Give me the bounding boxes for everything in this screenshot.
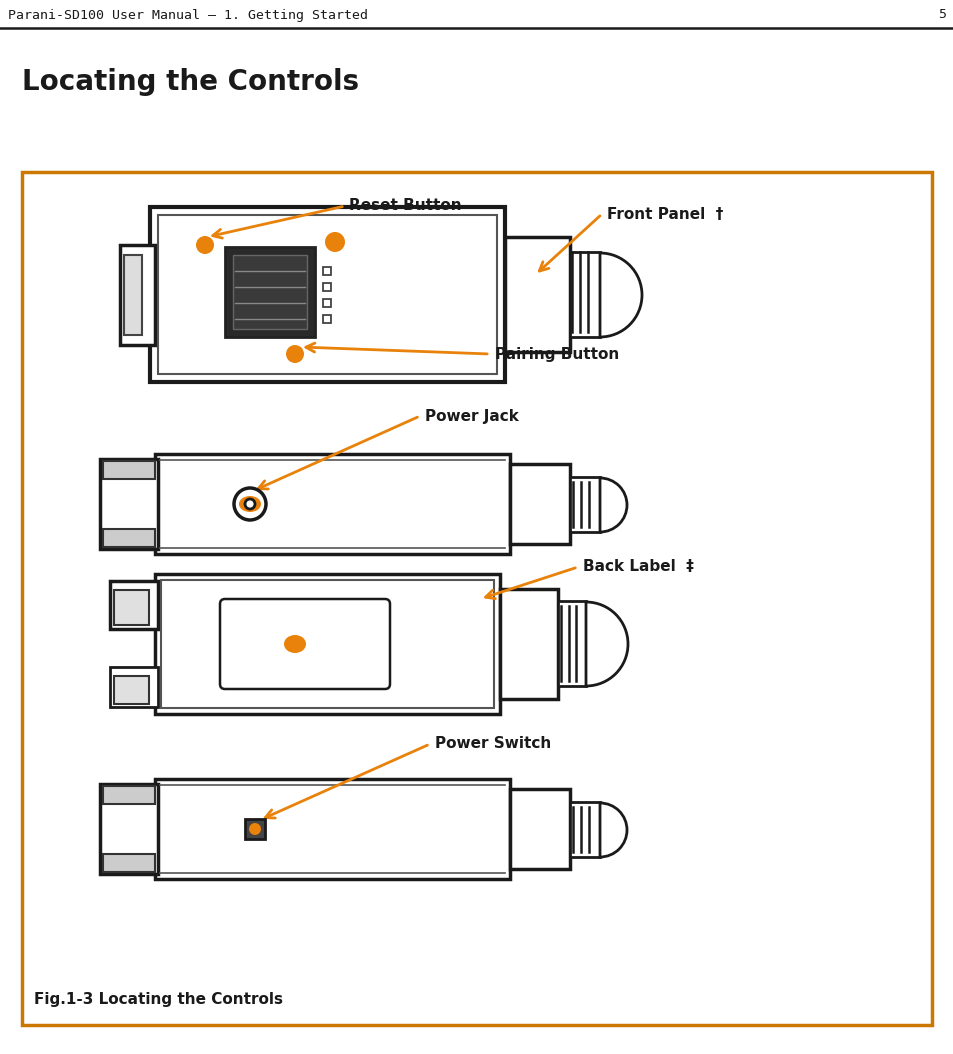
Bar bbox=[113, 590, 149, 625]
FancyBboxPatch shape bbox=[220, 599, 390, 689]
Wedge shape bbox=[585, 602, 627, 686]
Bar bbox=[245, 819, 265, 839]
Bar bbox=[510, 789, 569, 868]
Bar bbox=[499, 589, 558, 699]
Text: Front Panel  †: Front Panel † bbox=[606, 207, 722, 221]
Bar bbox=[158, 215, 497, 374]
Bar bbox=[110, 581, 158, 629]
Text: 5: 5 bbox=[937, 8, 945, 21]
Bar bbox=[569, 802, 599, 857]
Bar bbox=[154, 574, 499, 714]
Bar bbox=[103, 786, 154, 804]
Bar bbox=[150, 207, 504, 382]
Wedge shape bbox=[599, 479, 626, 532]
Bar bbox=[323, 299, 331, 307]
Bar bbox=[124, 255, 142, 335]
Bar bbox=[161, 580, 494, 708]
Bar bbox=[103, 461, 154, 479]
Bar bbox=[323, 284, 331, 291]
Circle shape bbox=[233, 488, 266, 520]
Bar bbox=[154, 779, 510, 879]
Bar bbox=[323, 315, 331, 323]
Wedge shape bbox=[599, 253, 641, 337]
Bar bbox=[22, 172, 931, 1024]
Text: Fig.1-3 Locating the Controls: Fig.1-3 Locating the Controls bbox=[34, 992, 283, 1007]
Bar bbox=[233, 255, 307, 329]
Bar bbox=[103, 854, 154, 872]
Bar bbox=[103, 529, 154, 547]
Bar bbox=[154, 454, 510, 554]
Bar bbox=[558, 601, 585, 686]
Bar bbox=[569, 252, 599, 337]
Text: Back Label  ‡: Back Label ‡ bbox=[582, 560, 693, 574]
Circle shape bbox=[249, 823, 261, 835]
Bar bbox=[100, 784, 158, 874]
Wedge shape bbox=[599, 803, 626, 857]
Text: Parani-SD100 User Manual – 1. Getting Started: Parani-SD100 User Manual – 1. Getting St… bbox=[8, 8, 368, 21]
Text: Power Switch: Power Switch bbox=[435, 737, 551, 752]
Ellipse shape bbox=[239, 496, 261, 512]
Circle shape bbox=[286, 345, 304, 363]
Circle shape bbox=[245, 499, 254, 509]
Bar bbox=[113, 676, 149, 704]
Bar bbox=[323, 267, 331, 275]
Bar bbox=[569, 477, 599, 532]
Ellipse shape bbox=[284, 635, 306, 653]
Text: Locating the Controls: Locating the Controls bbox=[22, 69, 358, 96]
Text: Reset Button: Reset Button bbox=[349, 198, 461, 214]
Text: Pairing Button: Pairing Button bbox=[495, 347, 618, 362]
Text: Power Jack: Power Jack bbox=[424, 409, 518, 424]
Circle shape bbox=[195, 236, 213, 254]
Bar bbox=[100, 458, 158, 549]
Bar bbox=[110, 667, 158, 707]
Bar bbox=[504, 237, 569, 352]
Circle shape bbox=[325, 232, 345, 252]
Bar bbox=[225, 247, 314, 337]
Bar bbox=[120, 245, 154, 345]
Bar bbox=[510, 464, 569, 544]
